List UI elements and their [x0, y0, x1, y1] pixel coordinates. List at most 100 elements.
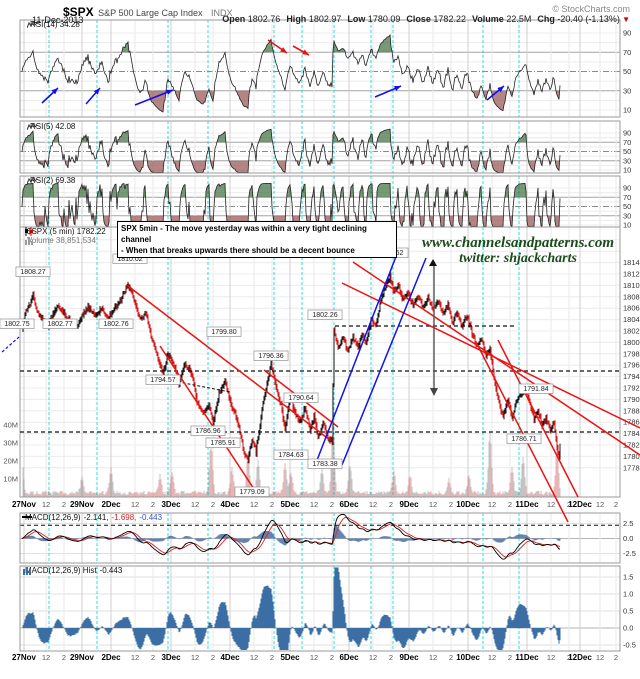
svg-text:12: 12: [488, 653, 496, 662]
svg-text:70: 70: [623, 193, 631, 202]
svg-text:2: 2: [330, 653, 334, 662]
svg-text:1808: 1808: [623, 292, 640, 301]
svg-text:90: 90: [623, 129, 631, 138]
svg-text:2: 2: [211, 500, 215, 509]
svg-text:10: 10: [623, 221, 631, 230]
svg-text:50: 50: [623, 147, 631, 156]
svg-text:1794: 1794: [623, 372, 640, 381]
svg-text:12Dec: 12Dec: [568, 500, 592, 509]
svg-text:12: 12: [547, 500, 555, 509]
svg-text:2: 2: [449, 500, 453, 509]
svg-text:10M: 10M: [3, 475, 18, 484]
svg-text:30: 30: [623, 156, 631, 165]
svg-text:2: 2: [508, 500, 512, 509]
svg-text:1812: 1812: [623, 270, 640, 279]
svg-text:2: 2: [614, 653, 618, 662]
svg-text:1791.84: 1791.84: [523, 386, 548, 393]
svg-text:1785.91: 1785.91: [210, 440, 235, 447]
svg-text:2: 2: [270, 500, 274, 509]
change-down-arrow-icon: ▼: [619, 15, 630, 24]
svg-text:1808.27: 1808.27: [20, 269, 45, 276]
svg-text:0.0: 0.0: [623, 624, 633, 633]
svg-text:1782: 1782: [623, 441, 640, 450]
watermark: www.channelsandpatterns.com twitter: shj…: [400, 235, 636, 267]
svg-text:29Nov: 29Nov: [70, 653, 95, 662]
svg-text:9Dec: 9Dec: [399, 500, 419, 509]
rsi2-legend: RSI(2) 69.38: [27, 176, 75, 185]
svg-text:2: 2: [567, 653, 571, 662]
symbol: $SPX: [63, 5, 94, 19]
quote-value: 1782.22: [430, 14, 466, 24]
quote-label: Low: [347, 14, 366, 24]
svg-text:30M: 30M: [3, 439, 18, 448]
svg-text:30: 30: [623, 211, 631, 220]
svg-text:20M: 20M: [3, 457, 18, 466]
exchange: INDX: [211, 8, 233, 18]
svg-text:2Dec: 2Dec: [101, 500, 121, 509]
svg-text:12: 12: [369, 653, 377, 662]
svg-text:6Dec: 6Dec: [339, 500, 359, 509]
svg-text:10: 10: [623, 106, 631, 115]
svg-text:70: 70: [623, 138, 631, 147]
svg-text:12: 12: [250, 653, 258, 662]
svg-text:1796: 1796: [623, 361, 640, 370]
quote-label: Close: [406, 14, 431, 24]
svg-text:1786.71: 1786.71: [511, 436, 536, 443]
svg-text:12: 12: [488, 500, 496, 509]
svg-text:1788: 1788: [623, 406, 640, 415]
svg-text:50: 50: [623, 67, 631, 76]
svg-text:12: 12: [369, 500, 377, 509]
svg-text:12: 12: [42, 653, 50, 662]
svg-text:12: 12: [131, 653, 139, 662]
svg-text:12: 12: [429, 653, 437, 662]
svg-text:-2.5: -2.5: [623, 549, 636, 558]
svg-text:11Dec: 11Dec: [515, 500, 539, 509]
svg-text:0.0: 0.0: [623, 534, 633, 543]
quote-value: 1780.09: [365, 14, 401, 24]
svg-text:90: 90: [623, 184, 631, 193]
svg-text:1786: 1786: [623, 418, 640, 427]
svg-text:1786.96: 1786.96: [195, 428, 220, 435]
svg-text:50: 50: [623, 202, 631, 211]
svg-text:3Dec: 3Dec: [161, 500, 181, 509]
svg-text:1792: 1792: [623, 384, 640, 393]
svg-text:2: 2: [389, 500, 393, 509]
quote-value: 1802.97: [306, 14, 342, 24]
quote-label: High: [286, 14, 307, 24]
macd-hist-legend: MACD(12,26,9) Hist -0.443: [23, 566, 123, 575]
quote-value: -20.40 (-1.13%): [554, 14, 620, 24]
svg-text:4Dec: 4Dec: [220, 653, 240, 662]
svg-text:2: 2: [389, 653, 393, 662]
rsi5-legend: RSI(5) 42.08: [27, 122, 75, 131]
quote-value: 1802.76: [245, 14, 281, 24]
svg-text:12: 12: [310, 653, 318, 662]
analyst-note-line2: - When that breaks upwards there should …: [121, 246, 355, 255]
svg-text:3Dec: 3Dec: [161, 653, 181, 662]
svg-text:5Dec: 5Dec: [280, 500, 300, 509]
svg-text:1802.77: 1802.77: [47, 321, 72, 328]
svg-text:12Dec: 12Dec: [568, 653, 592, 662]
svg-text:1804: 1804: [623, 315, 640, 324]
svg-text:12: 12: [250, 500, 258, 509]
svg-text:1802.26: 1802.26: [312, 312, 337, 319]
svg-text:1784.63: 1784.63: [278, 452, 303, 459]
svg-text:70: 70: [623, 48, 631, 57]
quote-value: 22.5M: [503, 14, 532, 24]
analyst-note-line1: SPX 5min - The move yesterday was within…: [121, 224, 367, 244]
svg-text:1784: 1784: [623, 429, 640, 438]
svg-text:1802.76: 1802.76: [103, 321, 128, 328]
svg-text:1798: 1798: [623, 349, 640, 358]
svg-text:5Dec: 5Dec: [280, 653, 300, 662]
watermark-twitter: twitter: shjackcharts: [459, 251, 577, 266]
svg-text:12: 12: [191, 653, 199, 662]
svg-text:1806: 1806: [623, 304, 640, 313]
index-name: S&P 500 Large Cap Index: [98, 8, 203, 18]
source-credit: © StockCharts.com: [552, 4, 630, 14]
main-symbol-legend: $SPX (5 min) 1782.22: [25, 227, 106, 236]
quote-label: Open: [222, 14, 246, 24]
svg-text:10: 10: [623, 166, 631, 175]
volume-legend: Volume 38,851,534: [25, 236, 96, 245]
svg-text:1790: 1790: [623, 395, 640, 404]
